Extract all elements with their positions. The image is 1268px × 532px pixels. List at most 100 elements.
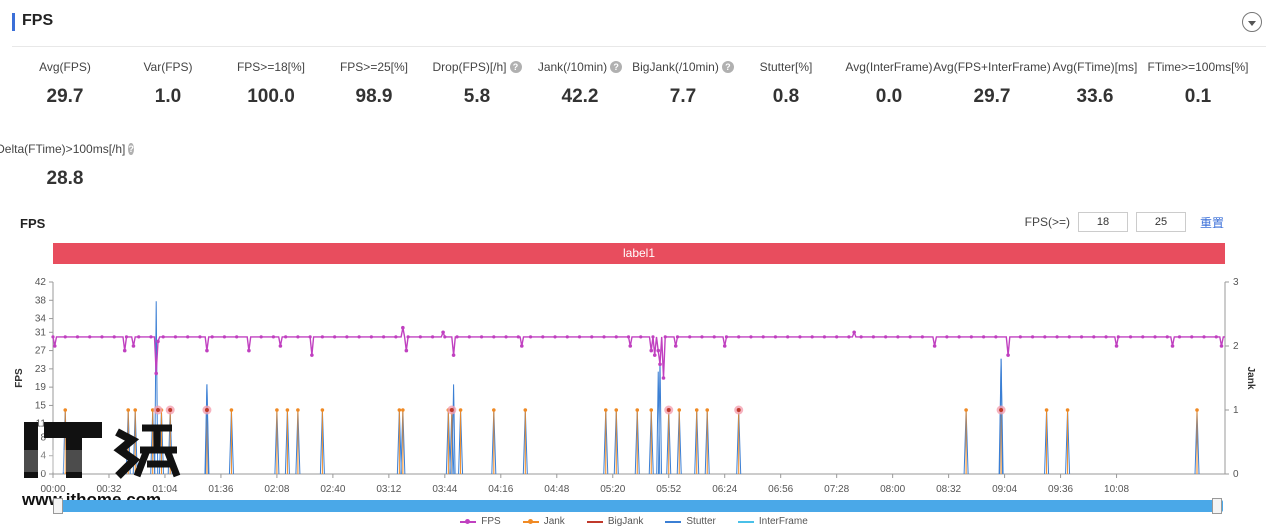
bigjank-point[interactable] [204, 408, 209, 412]
fps-point[interactable] [688, 335, 692, 339]
fps-point[interactable] [345, 335, 349, 339]
fps-point[interactable] [1165, 335, 1169, 339]
jank-point[interactable] [1044, 408, 1049, 412]
fps-dip-point[interactable] [131, 344, 136, 348]
reset-button[interactable]: 重置 [1199, 215, 1224, 230]
fps-point[interactable] [271, 335, 276, 339]
fps-point[interactable] [455, 335, 459, 339]
fps-point[interactable] [1067, 335, 1071, 339]
fps-point[interactable] [982, 335, 986, 339]
fps-dip-point[interactable] [205, 348, 209, 353]
fps-point[interactable] [492, 335, 496, 339]
fps-point[interactable] [320, 335, 324, 339]
fps-dip-point[interactable] [658, 362, 662, 367]
fps-point[interactable] [639, 335, 643, 339]
fps-point[interactable] [590, 335, 594, 339]
fps-point[interactable] [835, 335, 839, 339]
fps-point[interactable] [577, 335, 582, 339]
fps-point[interactable] [479, 335, 484, 339]
fps-point[interactable] [63, 335, 67, 339]
fps-point[interactable] [284, 335, 288, 339]
fps-point[interactable] [1104, 335, 1108, 339]
fps-point[interactable] [296, 335, 300, 339]
fps-point[interactable] [100, 335, 104, 339]
legend-item-interframe[interactable]: InterFrame [737, 516, 808, 527]
legend-item-bigjank[interactable]: BigJank [586, 516, 643, 527]
fps-dip-point[interactable] [441, 330, 445, 335]
fps-point[interactable] [614, 335, 618, 339]
fps-dip-point[interactable] [310, 353, 314, 357]
fps-point[interactable] [700, 335, 704, 339]
fps-point[interactable] [920, 335, 924, 339]
fps-point[interactable] [443, 335, 447, 339]
fps-point[interactable] [553, 335, 557, 339]
fps-dip-point[interactable] [1006, 353, 1010, 357]
jank-point[interactable] [397, 408, 402, 412]
fps-point[interactable] [712, 335, 716, 339]
fps-dip-point[interactable] [722, 344, 727, 348]
label-bar[interactable]: label1 [53, 243, 1225, 264]
fps-point[interactable] [626, 335, 631, 339]
legend-item-fps[interactable]: FPS [460, 516, 501, 527]
jank-point[interactable] [705, 408, 710, 412]
jank-point[interactable] [320, 408, 325, 412]
fps-point[interactable] [1018, 335, 1022, 339]
fps-point[interactable] [259, 335, 263, 339]
fps-point[interactable] [1153, 335, 1157, 339]
fps-point[interactable] [369, 335, 373, 339]
help-icon[interactable]: ? [610, 61, 623, 73]
fps-threshold-input-2[interactable] [1135, 212, 1186, 232]
jank-point[interactable] [1195, 408, 1199, 412]
fps-point[interactable] [406, 335, 410, 339]
fps-point[interactable] [1177, 335, 1182, 339]
fps-dip-point[interactable] [404, 348, 409, 353]
bigjank-point[interactable] [449, 408, 454, 412]
fps-point[interactable] [896, 335, 900, 339]
fps-dip-point[interactable] [673, 344, 678, 348]
help-icon[interactable]: ? [721, 61, 734, 73]
jank-point[interactable] [603, 408, 608, 412]
fps-point[interactable] [235, 335, 239, 339]
fps-point[interactable] [112, 335, 116, 339]
fps-point[interactable] [602, 335, 606, 339]
jank-point[interactable] [964, 408, 968, 412]
fps-point[interactable] [786, 335, 790, 339]
fps-point[interactable] [161, 335, 165, 339]
fps-point[interactable] [1214, 335, 1218, 339]
fps-point[interactable] [761, 335, 765, 339]
slider-handle-right[interactable] [1212, 498, 1222, 514]
fps-point[interactable] [516, 335, 520, 339]
fps-point[interactable] [541, 335, 545, 339]
help-icon[interactable]: ? [509, 61, 522, 73]
fps-point[interactable] [908, 335, 912, 339]
fps-point[interactable] [651, 335, 655, 339]
fps-dip-point[interactable] [401, 325, 405, 330]
jank-point[interactable] [492, 408, 496, 412]
jank-point[interactable] [285, 408, 290, 412]
jank-point[interactable] [649, 408, 654, 412]
fps-point[interactable] [357, 335, 361, 339]
fps-point[interactable] [382, 335, 386, 339]
fps-point[interactable] [1030, 335, 1035, 339]
fps-point[interactable] [222, 335, 227, 339]
fps-dip-point[interactable] [154, 371, 159, 376]
fps-point[interactable] [1092, 335, 1096, 339]
fps-point[interactable] [1116, 335, 1120, 339]
fps-point[interactable] [173, 335, 178, 339]
fps-dip-point[interactable] [649, 348, 654, 353]
jank-point[interactable] [694, 408, 699, 412]
bigjank-point[interactable] [155, 408, 160, 412]
jank-point[interactable] [296, 408, 300, 412]
bigjank-point[interactable] [168, 408, 173, 412]
jank-point[interactable] [229, 408, 234, 412]
fps-point[interactable] [847, 335, 851, 339]
fps-dip-point[interactable] [52, 344, 57, 348]
help-icon[interactable]: ? [128, 143, 134, 155]
fps-dip-point[interactable] [661, 376, 666, 380]
fps-point[interactable] [418, 335, 422, 339]
legend-item-jank[interactable]: Jank [522, 516, 565, 527]
fps-point[interactable] [1128, 335, 1133, 339]
fps-point[interactable] [798, 335, 802, 339]
fps-point[interactable] [137, 335, 141, 339]
fps-point[interactable] [333, 335, 337, 339]
